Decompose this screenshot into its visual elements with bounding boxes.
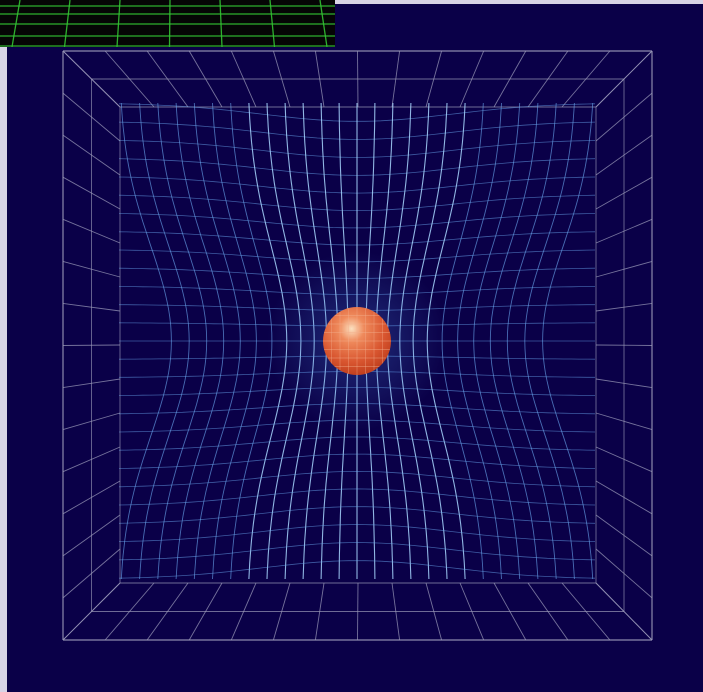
inset-vertical-line: [168, 0, 171, 47]
warped-horizontal-line: [118, 506, 596, 524]
inset-vertical-line: [63, 0, 71, 47]
warped-vertical-line: [473, 102, 521, 580]
inset-grid-thumbnail: [0, 0, 335, 47]
inset-green-grid: [0, 0, 335, 47]
inset-vertical-line: [11, 0, 21, 47]
warped-vertical-line: [542, 102, 594, 580]
sphere-mesh-lines: [323, 307, 391, 375]
warped-vertical-line: [524, 102, 575, 580]
warped-horizontal-line: [118, 453, 596, 469]
warped-grid-lines: [118, 102, 596, 580]
warped-horizontal-line: [118, 470, 596, 488]
inset-vertical-line: [319, 0, 328, 47]
warped-horizontal-line: [118, 488, 596, 506]
inset-vertical-line: [269, 0, 276, 47]
warped-horizontal-line: [118, 524, 596, 542]
warped-horizontal-line: [118, 542, 596, 561]
warped-horizontal-line: [118, 436, 596, 451]
warped-vertical-line: [506, 102, 557, 580]
warped-horizontal-line: [118, 560, 596, 579]
central-mass-sphere: [323, 307, 391, 375]
inset-vertical-line: [219, 0, 223, 47]
outer-grid-frame: [62, 50, 653, 641]
warped-vertical-line: [489, 102, 539, 580]
inset-vertical-line: [116, 0, 121, 47]
